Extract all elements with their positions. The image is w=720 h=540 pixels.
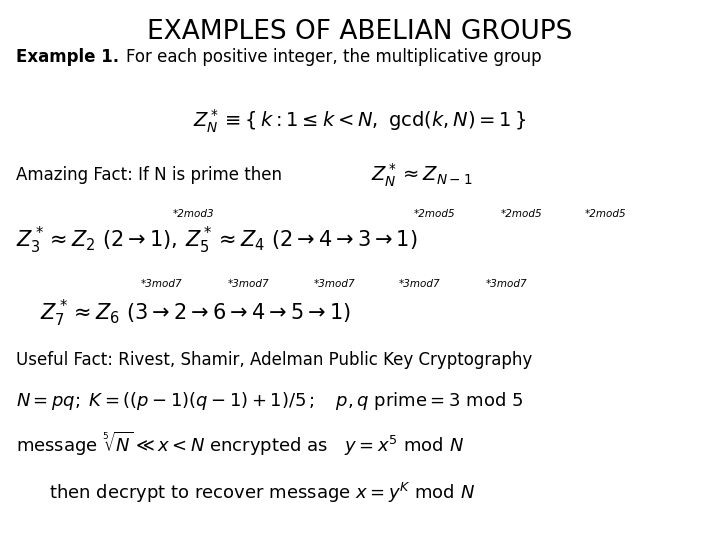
Text: *3mod7: *3mod7 bbox=[228, 279, 269, 289]
Text: *2mod5: *2mod5 bbox=[414, 209, 456, 219]
Text: $Z_N^* \equiv \left\{\, k : 1 \leq k < N,\ \gcd(k,N) = 1 \,\right\}$: $Z_N^* \equiv \left\{\, k : 1 \leq k < N… bbox=[194, 108, 526, 135]
Text: Useful Fact: Rivest, Shamir, Adelman Public Key Cryptography: Useful Fact: Rivest, Shamir, Adelman Pub… bbox=[16, 351, 532, 369]
Text: *2mod3: *2mod3 bbox=[173, 209, 215, 219]
Text: *3mod7: *3mod7 bbox=[140, 279, 182, 289]
Text: Amazing Fact: If N is prime then: Amazing Fact: If N is prime then bbox=[16, 166, 282, 184]
Text: *2mod5: *2mod5 bbox=[500, 209, 542, 219]
Text: EXAMPLES OF ABELIAN GROUPS: EXAMPLES OF ABELIAN GROUPS bbox=[148, 19, 572, 45]
Text: *3mod7: *3mod7 bbox=[313, 279, 355, 289]
Text: $\mathrm{then\ decrypt\ to\ recover\ message}\ x = y^K\ \mathrm{mod}\ N$: $\mathrm{then\ decrypt\ to\ recover\ mes… bbox=[49, 481, 475, 504]
Text: $Z_3^* \approx Z_2\ (2 \rightarrow 1),\, Z_5^* \approx Z_4\ (2 \rightarrow 4 \ri: $Z_3^* \approx Z_2\ (2 \rightarrow 1),\,… bbox=[16, 225, 418, 256]
Text: $Z_7^* \approx Z_6\ (3 \rightarrow 2 \rightarrow 6 \rightarrow 4 \rightarrow 5 \: $Z_7^* \approx Z_6\ (3 \rightarrow 2 \ri… bbox=[40, 298, 351, 329]
Text: $\mathrm{message}\ \sqrt[5]{N} \ll x < N\ \mathrm{encrypted\ as}\quad y = x^5\ \: $\mathrm{message}\ \sqrt[5]{N} \ll x < N… bbox=[16, 430, 464, 458]
Text: *2mod5: *2mod5 bbox=[585, 209, 626, 219]
Text: $N = pq;\; K = ((p-1)(q-1)+1)/5\,;\quad p,q\ \mathrm{prime} = 3\ \mathrm{mod}\ 5: $N = pq;\; K = ((p-1)(q-1)+1)/5\,;\quad … bbox=[16, 390, 523, 411]
Text: $Z_N^* \approx Z_{N-1}$: $Z_N^* \approx Z_{N-1}$ bbox=[371, 161, 472, 188]
Text: For each positive integer, the multiplicative group: For each positive integer, the multiplic… bbox=[126, 48, 541, 66]
Text: *3mod7: *3mod7 bbox=[485, 279, 527, 289]
Text: Example 1.: Example 1. bbox=[16, 48, 119, 66]
Text: *3mod7: *3mod7 bbox=[399, 279, 441, 289]
